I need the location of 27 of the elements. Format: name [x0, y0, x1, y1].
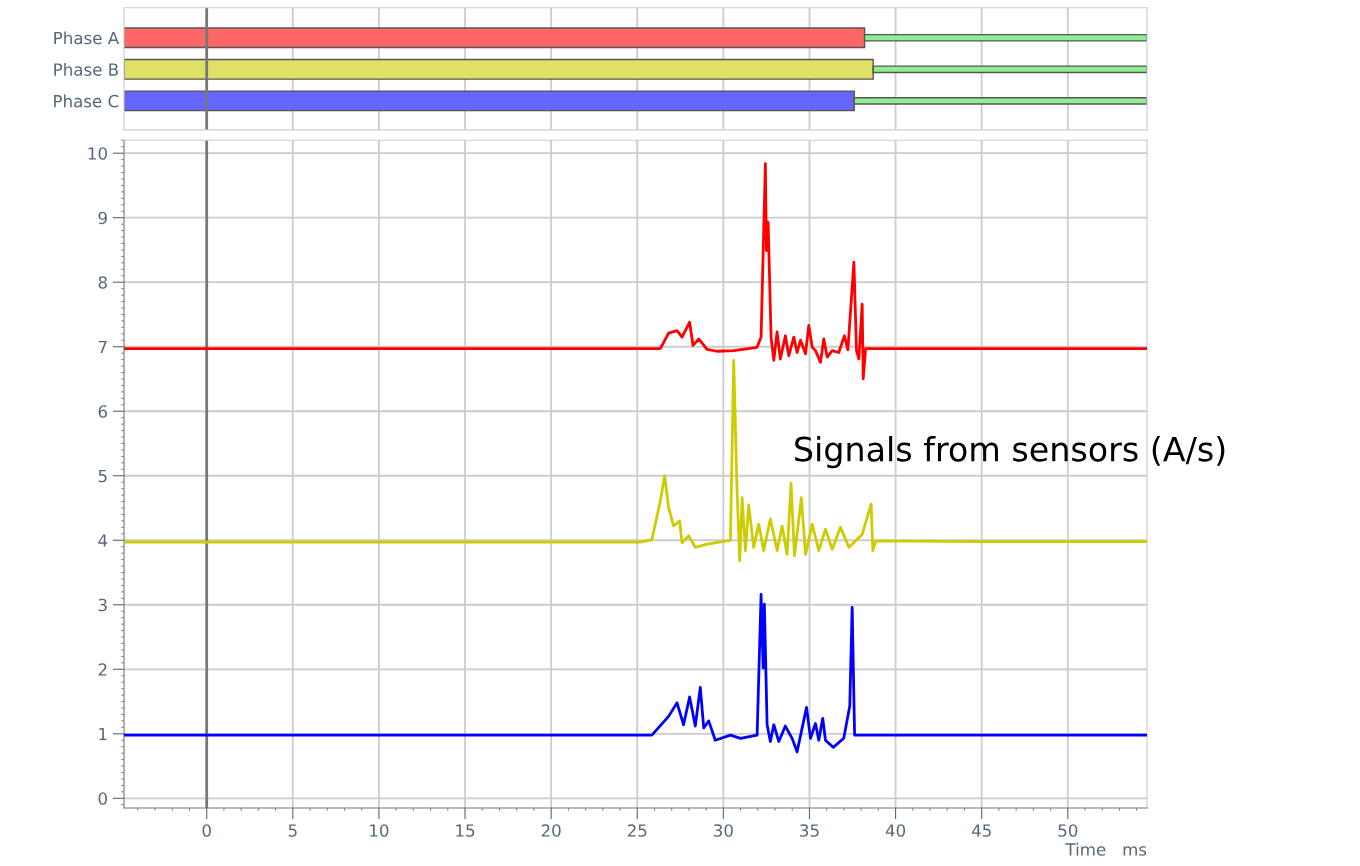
y-tick-label: 4: [98, 534, 108, 547]
y-tick-label: 7: [98, 340, 107, 354]
y-tick-label: 5: [98, 469, 107, 483]
x-tick-label: 5: [288, 824, 297, 837]
x-tick-label: 20: [541, 824, 561, 837]
x-tick-label: 40: [885, 824, 906, 837]
x-tick-label: 35: [800, 824, 819, 837]
y-tick-label: 2: [98, 663, 107, 676]
x-tick-label: 45: [971, 824, 991, 837]
y-tick-label: 0: [98, 792, 107, 805]
y-tick-label: 10: [88, 147, 107, 160]
y-tick-label: 3: [98, 598, 107, 612]
x-tick-label: 15: [456, 824, 475, 837]
x-axis-title: Time ms: [1065, 842, 1147, 856]
y-tick-label: 8: [98, 276, 107, 289]
x-tick-label: 0: [202, 824, 211, 837]
y-tick-label: 9: [98, 211, 107, 225]
y-tick-label: 1: [99, 727, 107, 741]
x-tick-label: 30: [714, 824, 733, 837]
y-tick-label: Phase B: [54, 62, 118, 76]
x-tick-label: 25: [627, 824, 647, 837]
x-tick-label: 50: [1058, 824, 1078, 837]
annotation: Signals from sensors (A/s): [795, 435, 1225, 469]
y-tick-label: Phase C: [54, 94, 119, 108]
y-tick-label: Phase A: [54, 31, 120, 45]
x-tick-label: 10: [370, 824, 389, 837]
y-tick-label: 6: [98, 405, 108, 418]
